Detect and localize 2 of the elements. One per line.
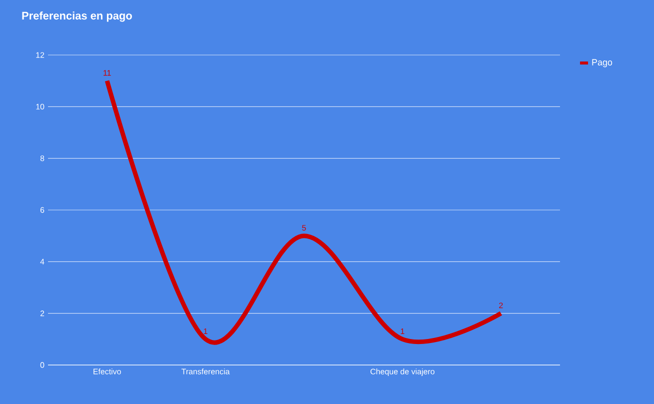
chart-title: Preferencias en pago [22, 12, 132, 22]
legend-label: Pago [592, 59, 612, 68]
